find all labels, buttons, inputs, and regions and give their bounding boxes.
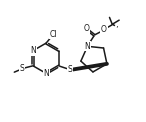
Text: S: S: [20, 64, 24, 73]
Text: N: N: [30, 46, 36, 55]
Text: Cl: Cl: [50, 30, 58, 39]
Text: O: O: [101, 25, 107, 34]
Text: O: O: [84, 24, 90, 33]
Text: N: N: [43, 69, 49, 78]
Text: N: N: [85, 42, 90, 51]
Text: S: S: [68, 65, 73, 74]
